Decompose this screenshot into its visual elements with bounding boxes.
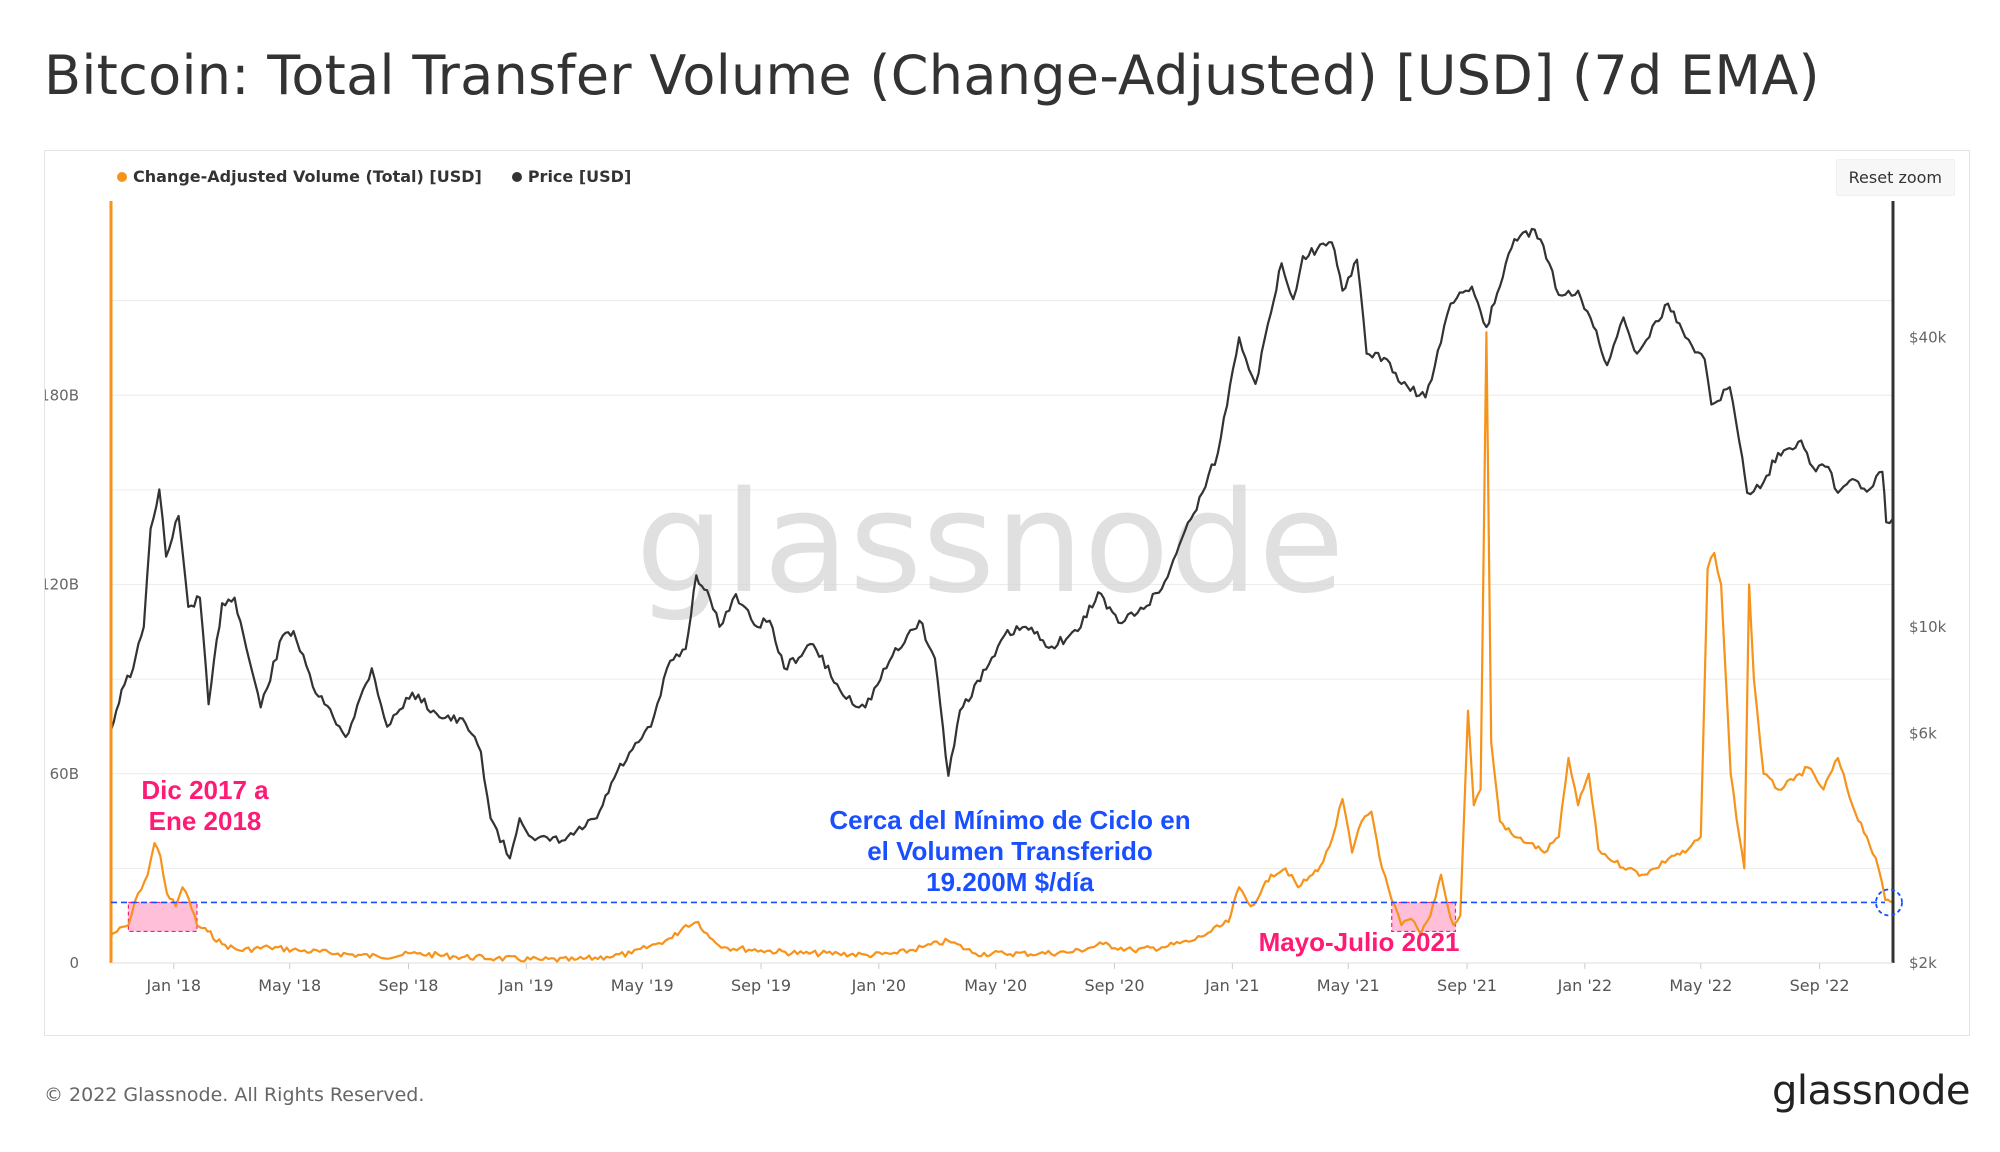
highlight-dec2017-box: [127, 901, 198, 933]
right-axis-tick-label: $40k: [1909, 328, 1947, 346]
left-axis-tick-label: 180B: [45, 386, 79, 404]
chart-container: Change-Adjusted Volume (Total) [USD] Pri…: [44, 150, 1970, 1036]
right-axis-tick-label: $10k: [1909, 618, 1947, 636]
right-axis-tick-label: $6k: [1909, 725, 1937, 743]
x-axis-tick-label: May '22: [1669, 976, 1732, 995]
watermark-text: glassnode: [636, 462, 1345, 625]
x-axis-tick-label: May '19: [611, 976, 674, 995]
grid-layer: [111, 300, 1893, 869]
chart-plot: glassnode 0 60B 120B 180B $2k $6k $10k $40k Jan …: [45, 201, 1947, 995]
left-axis-tick-label: 120B: [45, 576, 79, 594]
left-axis-tick-label: 0: [69, 954, 79, 972]
reset-zoom-button[interactable]: Reset zoom: [1835, 159, 1955, 196]
annotation-cycle-low-text: el Volumen Transferido: [867, 836, 1153, 866]
volume-series-line: [110, 331, 1894, 963]
right-axis-tick-label: $2k: [1909, 954, 1937, 972]
x-axis-tick-label: May '18: [258, 976, 321, 995]
x-axis-tick-label: Jan '20: [851, 976, 907, 995]
price-legend-dot: [511, 171, 522, 182]
price-series-layer: [109, 227, 1894, 860]
volume-legend-dot: [117, 171, 127, 182]
x-axis-tick-label: Jan '22: [1557, 976, 1613, 995]
copyright-text: © 2022 Glassnode. All Rights Reserved.: [44, 1084, 425, 1106]
annotation-mayjul2021-text: Mayo-Julio 2021: [1259, 927, 1460, 957]
page-title: Bitcoin: Total Transfer Volume (Change-A…: [44, 44, 1820, 107]
x-axis-tick-label: Jan '18: [146, 976, 202, 995]
annotation-dec2017-text: Dic 2017 a: [141, 775, 269, 805]
annotation-dec2017-text: Ene 2018: [149, 806, 262, 836]
x-axis-tick-label: Sep '19: [731, 976, 791, 995]
cycle-low-marker: [1875, 888, 1903, 917]
x-axis-tick-label: May '21: [1317, 976, 1380, 995]
highlight-layer: [127, 901, 1457, 933]
legend-label-volume: Change-Adjusted Volume (Total) [USD]: [133, 167, 482, 186]
x-axis-tick-label: Jan '19: [498, 976, 554, 995]
x-axis-tick-label: Jan '21: [1204, 976, 1260, 995]
legend-item-volume[interactable]: Change-Adjusted Volume (Total) [USD]: [117, 167, 482, 186]
left-axis-tick-label: 60B: [50, 765, 79, 783]
x-axis-tick-label: Sep '20: [1085, 976, 1145, 995]
x-axis-tick-label: May '20: [964, 976, 1027, 995]
annotation-cycle-low-text: Cerca del Mínimo de Ciclo en: [829, 805, 1190, 835]
legend-item-price[interactable]: Price [USD]: [511, 167, 632, 186]
price-series-line: [109, 227, 1894, 860]
axis-layer: 0 60B 120B 180B $2k $6k $10k $40k Jan '18 May '18…: [45, 201, 1947, 995]
legend-label-price: Price [USD]: [527, 167, 632, 186]
x-axis-tick-label: Sep '18: [378, 976, 438, 995]
glassnode-logo: glassnode: [1771, 1068, 1971, 1114]
volume-series-layer: [110, 331, 1894, 963]
x-axis-tick-label: Sep '21: [1437, 976, 1497, 995]
x-axis-tick-label: Sep '22: [1790, 976, 1850, 995]
annotation-cycle-low-text: 19.200M $/día: [926, 867, 1094, 897]
chart-legend: Change-Adjusted Volume (Total) [USD] Pri…: [117, 167, 631, 186]
